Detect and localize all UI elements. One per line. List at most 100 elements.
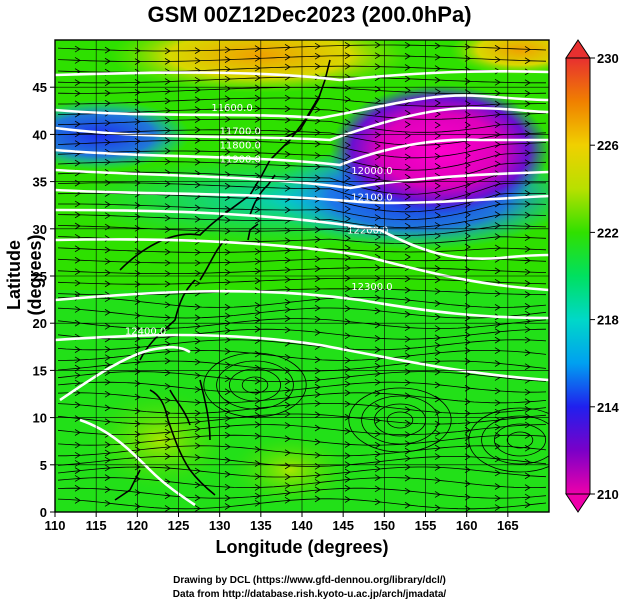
wind-arrow [224, 56, 231, 63]
wind-arrow [194, 347, 201, 354]
wind-arrow [74, 140, 81, 147]
wind-arrow [284, 326, 291, 334]
wind-arrow [224, 137, 231, 145]
wind-arrow [164, 492, 171, 500]
wind-arrow [284, 266, 291, 274]
wind-arrow [284, 237, 291, 244]
wind-arrow [404, 310, 411, 318]
wind-arrow [104, 404, 111, 412]
wind-arrow [434, 287, 441, 295]
wind-arrow [164, 369, 171, 377]
wind-arrow [434, 349, 441, 356]
x-tick-label: 155 [415, 518, 437, 533]
wind-arrow [194, 418, 201, 425]
wind-arrow [224, 503, 231, 510]
wind-arrow [134, 503, 141, 510]
wind-arrow [374, 184, 381, 192]
wind-arrow [104, 99, 111, 107]
wind-arrow [434, 121, 441, 129]
colorbar-tick-label: 214 [597, 400, 619, 415]
colorbar-tick-label: 222 [597, 225, 619, 240]
wind-arrow [224, 148, 231, 156]
colorbar-tick-label: 226 [597, 138, 619, 153]
wind-arrow [314, 383, 321, 391]
wind-arrow [494, 141, 501, 148]
wind-arrow [374, 362, 381, 370]
wind-arrow [314, 163, 321, 171]
wind-arrow [404, 275, 411, 283]
wind-arrow [524, 222, 531, 230]
wind-arrow [434, 368, 441, 376]
contour-labels: 11600.0 11700.0 11800.0 11900.0 12000.0 12100… [125, 103, 393, 338]
wind-arrow [374, 450, 381, 458]
wind-arrow [134, 420, 141, 428]
wind-arrow [524, 130, 531, 137]
contour-label: 11700.0 [220, 126, 261, 137]
wind-arrow [374, 52, 381, 60]
wind-arrow [494, 387, 501, 395]
wind-arrow [404, 52, 411, 60]
y-tick-label: 35 [33, 175, 47, 190]
wind-arrow [404, 406, 411, 414]
wind-arrow [434, 464, 441, 471]
wind-arrow [284, 435, 291, 443]
wind-arrow [434, 153, 441, 160]
wind-arrow [434, 491, 441, 498]
wind-arrow [74, 57, 81, 64]
wind-arrow [314, 424, 321, 432]
wind-arrow [134, 446, 141, 454]
wind-arrow [224, 227, 231, 235]
wind-arrow [314, 367, 321, 375]
wind-arrow [314, 255, 321, 263]
wind-arrow [494, 190, 501, 198]
wind-arrow [374, 194, 381, 202]
wind-arrow [344, 365, 351, 373]
wind-arrow [374, 174, 381, 182]
wind-arrow [224, 399, 231, 406]
wind-arrow [74, 371, 81, 379]
wind-arrow [224, 336, 231, 344]
wind-arrow [134, 79, 141, 86]
vortex-ring [228, 368, 281, 402]
wind-arrow [374, 346, 381, 354]
wind-arrow [254, 492, 261, 500]
wind-arrow [344, 254, 351, 262]
wind-arrow [134, 358, 141, 366]
wind-arrow [284, 127, 291, 135]
wind-arrow [404, 153, 411, 161]
wind-arrow [434, 276, 441, 284]
wind-arrow [524, 79, 531, 87]
colorbar-tick-label: 218 [597, 313, 619, 328]
wind-arrow [494, 56, 501, 64]
wind-arrow [104, 456, 111, 464]
contour-label: 12200.0 [347, 226, 388, 237]
wind-arrow [164, 58, 171, 65]
wind-arrow [434, 232, 441, 240]
wind-arrow [344, 356, 351, 364]
wind-arrow [314, 391, 321, 398]
wind-arrow [224, 415, 231, 422]
wind-arrow [524, 493, 531, 501]
wind-arrow [434, 53, 441, 61]
wind-arrow [194, 454, 201, 461]
wind-arrow [224, 85, 231, 93]
wind-arrow [524, 336, 531, 344]
wind-arrow [104, 258, 111, 265]
wind-arrow [374, 285, 381, 293]
vortex-ring [506, 431, 534, 449]
contour-label: 12400.0 [125, 327, 166, 338]
wind-arrow [404, 243, 411, 250]
wind-arrow [254, 248, 261, 255]
y-tick-label: 10 [33, 411, 47, 426]
y-tick-label: 25 [33, 269, 47, 284]
wind-arrow [524, 458, 531, 466]
wind-arrow [104, 346, 111, 353]
wind-arrow [434, 222, 441, 229]
wind-arrow [344, 285, 351, 293]
wind-arrow [434, 99, 441, 107]
wind-arrow [374, 63, 381, 70]
wind-arrow [224, 348, 231, 355]
wind-arrow [104, 441, 111, 449]
wind-arrow [74, 401, 81, 409]
wind-arrow [194, 158, 201, 166]
